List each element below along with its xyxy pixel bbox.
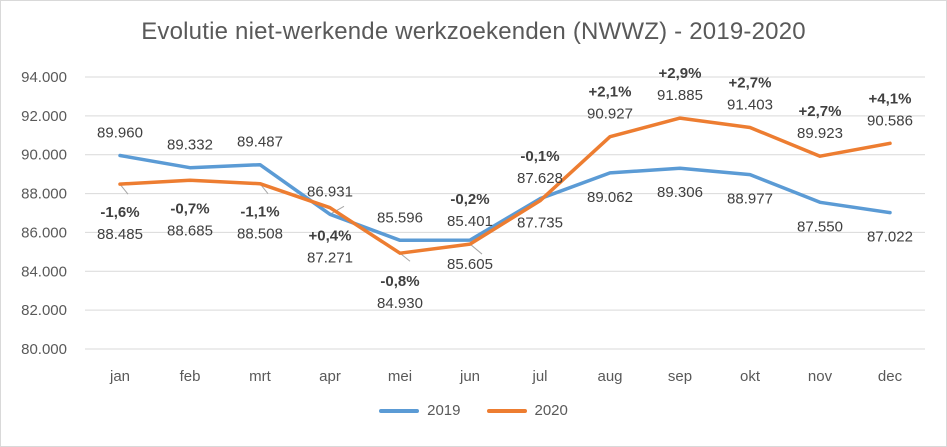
data-label-2019: 88.977 xyxy=(727,191,773,208)
change-label: +2,1% xyxy=(589,84,632,101)
x-tick-label: sep xyxy=(668,368,692,385)
y-axis: 80.000 82.000 84.000 86.000 88.000 90.000 92.0… xyxy=(21,69,67,358)
leader-line xyxy=(119,183,129,195)
y-tick-label: 86.000 xyxy=(21,224,67,241)
change-label: -0,7% xyxy=(170,200,209,217)
data-label-2020: 87.628 xyxy=(517,170,563,187)
change-label: -0,8% xyxy=(380,273,419,290)
data-label-2019: 85.596 xyxy=(377,209,423,226)
data-label-2019: 85.605 xyxy=(447,256,493,273)
data-label-2020: 91.885 xyxy=(657,87,703,104)
leader-line xyxy=(469,243,483,255)
data-label-2019: 89.960 xyxy=(97,124,143,141)
data-label-2020: 90.586 xyxy=(867,112,913,129)
series-line-2020 xyxy=(118,116,892,255)
change-label: +2,7% xyxy=(799,103,842,120)
legend-label-2020: 2020 xyxy=(534,402,568,419)
series-lines xyxy=(118,116,892,255)
change-label: +4,1% xyxy=(869,90,912,107)
change-label: +0,4% xyxy=(309,228,352,245)
y-tick-label: 94.000 xyxy=(21,69,67,86)
x-axis: jan feb mrt apr mei jun jul aug sep okt nov dec xyxy=(109,368,903,385)
change-label: -0,1% xyxy=(520,148,559,165)
data-label-2020: 91.403 xyxy=(727,96,773,113)
x-tick-label: dec xyxy=(878,368,903,385)
change-label: +2,9% xyxy=(659,65,702,82)
x-tick-label: mei xyxy=(388,368,412,385)
data-label-2020: 84.930 xyxy=(377,295,423,312)
x-tick-label: jan xyxy=(109,368,130,385)
gridlines xyxy=(85,76,925,350)
data-label-2019: 89.306 xyxy=(657,184,703,201)
x-tick-label: jul xyxy=(531,368,547,385)
data-label-2020: 85.401 xyxy=(447,213,493,230)
data-labels: 89.960 -1,6% 88.485 89.332 -0,7% 88.685 89.487… xyxy=(97,65,913,312)
y-tick-label: 80.000 xyxy=(21,341,67,358)
y-tick-label: 82.000 xyxy=(21,302,67,319)
y-tick-label: 92.000 xyxy=(21,108,67,125)
y-tick-label: 90.000 xyxy=(21,147,67,164)
data-label-2019: 89.332 xyxy=(167,137,213,154)
data-label-2019: 87.022 xyxy=(867,229,913,246)
data-label-2019: 86.931 xyxy=(307,183,353,200)
legend: 2019 2020 xyxy=(0,402,947,419)
series-line-2019 xyxy=(118,153,892,243)
x-tick-label: jun xyxy=(459,368,480,385)
data-label-2020: 90.927 xyxy=(587,106,633,123)
data-label-2019: 89.062 xyxy=(587,189,633,206)
data-label-2020: 87.271 xyxy=(307,250,353,267)
chart-title: Evolutie niet-werkende werkzoekenden (NW… xyxy=(141,18,806,45)
change-label: -0,2% xyxy=(450,191,489,208)
x-tick-label: nov xyxy=(808,368,833,385)
legend-swatch-2019 xyxy=(379,408,420,413)
data-label-2020: 88.508 xyxy=(237,226,283,243)
legend-item-2020: 2020 xyxy=(486,402,568,419)
change-label: -1,1% xyxy=(240,204,279,221)
x-tick-label: okt xyxy=(740,368,761,385)
x-tick-label: aug xyxy=(597,368,622,385)
data-label-2019: 89.487 xyxy=(237,134,283,151)
x-tick-label: mrt xyxy=(249,368,271,385)
x-tick-label: apr xyxy=(319,368,341,385)
legend-swatch-2020 xyxy=(486,408,527,413)
data-label-2019: 87.550 xyxy=(797,218,843,235)
x-tick-label: feb xyxy=(180,368,201,385)
data-label-2020: 89.923 xyxy=(797,125,843,142)
change-label: +2,7% xyxy=(729,74,772,91)
data-label-2020: 88.685 xyxy=(167,222,213,239)
change-label: -1,6% xyxy=(100,204,139,221)
y-tick-label: 88.000 xyxy=(21,186,67,203)
legend-item-2019: 2019 xyxy=(379,402,461,419)
data-label-2020: 88.485 xyxy=(97,226,143,243)
legend-label-2019: 2019 xyxy=(427,402,461,419)
y-tick-label: 84.000 xyxy=(21,263,67,280)
data-label-2019: 87.735 xyxy=(517,215,563,232)
